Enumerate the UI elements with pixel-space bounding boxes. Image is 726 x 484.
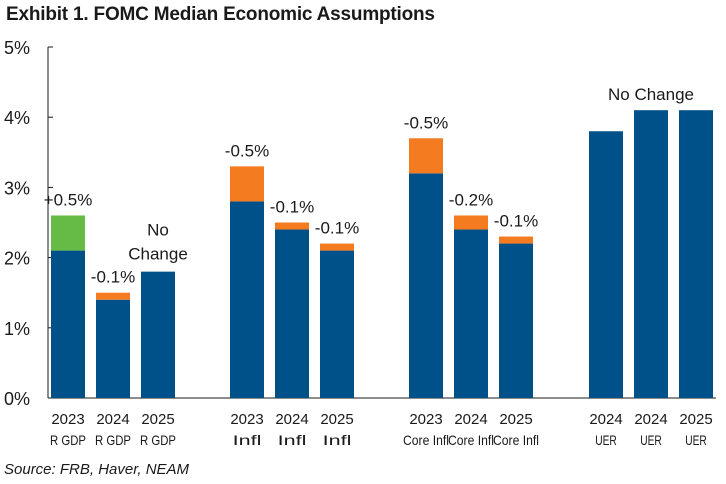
y-tick-label: 5% — [4, 38, 30, 58]
x-tick-label: R GDP — [140, 432, 176, 448]
bar-base — [409, 173, 443, 398]
x-tick-label: UER — [595, 432, 617, 448]
bar-change-segment — [230, 166, 264, 202]
x-tick-year: 2024 — [589, 411, 622, 428]
y-tick-label: 2% — [4, 249, 30, 269]
bar-base — [275, 229, 309, 398]
x-tick-year: 2024 — [275, 411, 308, 428]
data-label: No Change — [608, 85, 694, 104]
y-tick-label: 3% — [4, 178, 30, 198]
bar-base — [679, 110, 713, 399]
bar-change-segment — [275, 222, 309, 230]
x-tick-year: 2023 — [409, 411, 442, 428]
bar-base — [634, 110, 668, 399]
x-tick-label: Infl — [233, 432, 262, 448]
bar-change-segment — [499, 236, 533, 244]
x-tick-label: Core Infl — [403, 432, 449, 448]
bar-base — [141, 271, 175, 398]
y-tick-label: 1% — [4, 319, 30, 339]
data-label: +0.5% — [44, 190, 93, 209]
bar-change-segment — [454, 215, 488, 230]
bar-base — [51, 250, 85, 398]
x-tick-year: 2025 — [499, 411, 532, 428]
data-label: -0.5% — [225, 141, 269, 160]
bar-change-segment — [96, 292, 130, 300]
x-tick-label: Core Infl — [448, 432, 494, 448]
data-label: Change — [128, 245, 188, 264]
bar-base — [499, 243, 533, 398]
data-label: No — [147, 221, 169, 240]
data-label: -0.1% — [494, 212, 538, 231]
bar-base — [96, 299, 130, 398]
bar-base — [230, 201, 264, 398]
x-tick-label: R GDP — [50, 432, 86, 448]
bar-base — [320, 250, 354, 398]
chart-title: Exhibit 1. FOMC Median Economic Assumpti… — [6, 4, 435, 25]
x-tick-year: 2024 — [96, 411, 129, 428]
x-tick-year: 2023 — [51, 411, 84, 428]
x-tick-year: 2025 — [141, 411, 174, 428]
data-label: -0.1% — [91, 268, 135, 287]
bar-base — [589, 131, 623, 399]
x-tick-label: UER — [685, 432, 707, 448]
data-label: -0.5% — [404, 113, 448, 132]
bar-change-segment — [320, 243, 354, 251]
x-tick-year: 2023 — [230, 411, 263, 428]
y-tick-label: 4% — [4, 108, 30, 128]
x-tick-year: 2025 — [679, 411, 712, 428]
x-tick-year: 2024 — [454, 411, 487, 428]
data-label: -0.2% — [449, 190, 493, 209]
x-tick-year: 2024 — [634, 411, 667, 428]
data-label: -0.1% — [270, 198, 314, 217]
x-tick-label: Infl — [278, 432, 307, 448]
x-tick-label: R GDP — [95, 432, 131, 448]
chart-source: Source: FRB, Haver, NEAM — [4, 461, 190, 478]
x-tick-label: UER — [640, 432, 662, 448]
bar-change-segment — [409, 138, 443, 174]
data-label: -0.1% — [315, 219, 359, 238]
x-tick-label: Infl — [323, 432, 352, 448]
y-tick-label: 0% — [4, 389, 30, 409]
bar-base — [454, 229, 488, 398]
bar-change-segment — [51, 215, 85, 251]
x-tick-label: Core Infl — [493, 432, 539, 448]
x-tick-year: 2025 — [320, 411, 353, 428]
